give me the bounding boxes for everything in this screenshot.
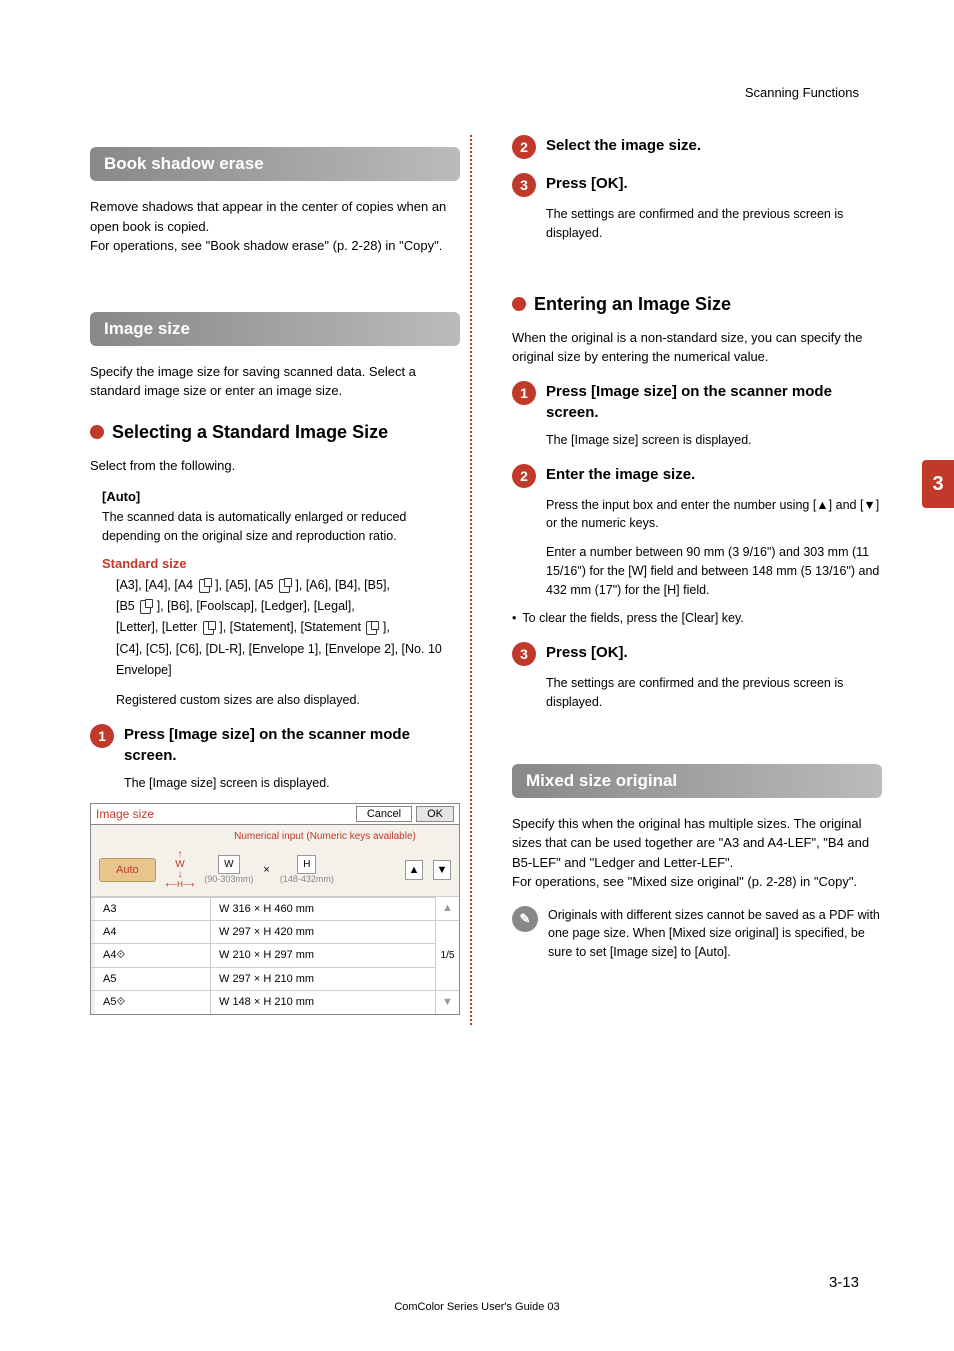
step-title: Press [Image size] on the scanner mode s… [546,381,882,423]
step-number-icon: 2 [512,464,536,488]
option-label: Standard size [102,556,460,571]
height-input[interactable]: H [297,855,316,874]
step-title: Press [OK]. [546,642,628,663]
section-image-size: Image size [90,312,460,346]
body-text: Select from the following. [90,456,460,476]
size-cell[interactable]: A3 [91,898,211,920]
body-text: When the original is a non-standard size… [512,328,882,367]
dim-cell: W 210 × H 297 mm [211,944,435,967]
step-title: Press [OK]. [546,173,628,194]
width-input[interactable]: W [218,855,239,874]
body-text: Specify this when the original has multi… [512,814,882,892]
dim-cell: W 297 × H 210 mm [211,968,435,990]
bullet-note: •To clear the fields, press the [Clear] … [512,609,882,628]
step-body: The settings are confirmed and the previ… [546,205,882,243]
increment-button[interactable]: ▲ [405,860,423,880]
step-title: Select the image size. [546,135,701,156]
footer-guide: ComColor Series User's Guide 03 [394,1301,559,1313]
cancel-button[interactable]: Cancel [356,806,412,822]
section-book-shadow-erase: Book shadow erase [90,147,460,181]
step-title: Press [Image size] on the scanner mode s… [124,724,460,766]
step-body: The [Image size] screen is displayed. [124,774,460,793]
subsection-bullet-icon [512,297,526,311]
portrait-icon [279,579,290,593]
section-mixed-size-original: Mixed size original [512,764,882,798]
body-text: Remove shadows that appear in the center… [90,197,460,256]
step-number-icon: 2 [512,135,536,159]
size-cell[interactable]: A5⟐ [91,991,211,1014]
step-title: Enter the image size. [546,464,695,485]
note-icon: ✎ [512,906,538,932]
portrait-icon [366,621,377,635]
ok-button[interactable]: OK [416,806,454,822]
times-label: × [263,864,269,876]
step-number-icon: 1 [512,381,536,405]
chapter-tab: 3 [922,460,954,508]
step-number-icon: 1 [90,724,114,748]
screen-title: Image size [96,807,154,821]
dim-cell: W 297 × H 420 mm [211,921,435,943]
size-list: [A3], [A4], [A4 ], [A5], [A5 ], [A6], [B… [116,575,460,681]
column-divider [470,135,472,1025]
page-number: 3-13 [829,1274,859,1291]
subsection-title: Selecting a Standard Image Size [112,421,388,444]
section-breadcrumb: Scanning Functions [745,85,859,100]
subsection-title: Entering an Image Size [534,293,731,316]
portrait-icon [199,579,210,593]
portrait-icon [140,600,151,614]
size-table: A3W 316 × H 460 mm A4W 297 × H 420 mm A4… [91,897,435,1014]
range-label: (148-432mm) [280,874,334,884]
body-text: Specify the image size for saving scanne… [90,362,460,401]
dimension-icon: ↑W↓⟵H⟶ [166,850,195,890]
page-indicator: 1/5 [436,921,459,990]
auto-button[interactable]: Auto [99,858,156,882]
scroll-down-button[interactable]: ▼ [436,990,459,1014]
size-cell[interactable]: A5 [91,968,211,990]
size-cell[interactable]: A4⟐ [91,944,211,967]
subsection-bullet-icon [90,425,104,439]
input-hint: Numerical input (Numeric keys available) [199,831,451,842]
scroll-up-button[interactable]: ▲ [436,897,459,921]
decrement-button[interactable]: ▼ [433,860,451,880]
step-number-icon: 3 [512,642,536,666]
option-body: The scanned data is automatically enlarg… [102,508,460,546]
dim-cell: W 148 × H 210 mm [211,991,435,1014]
step-body: Press the input box and enter the number… [546,496,882,534]
step-body: The settings are confirmed and the previ… [546,674,882,712]
option-label: [Auto] [102,489,460,504]
step-body: Enter a number between 90 mm (3 9/16") a… [546,543,882,599]
note-text: Registered custom sizes are also display… [116,691,460,710]
dim-cell: W 316 × H 460 mm [211,898,435,920]
size-cell[interactable]: A4 [91,921,211,943]
step-body: The [Image size] screen is displayed. [546,431,882,450]
step-number-icon: 3 [512,173,536,197]
note-text: Originals with different sizes cannot be… [548,906,882,962]
portrait-icon [203,621,214,635]
range-label: (90-303mm) [204,874,253,884]
image-size-screen: Image size Cancel OK Numerical input (Nu… [90,803,460,1015]
